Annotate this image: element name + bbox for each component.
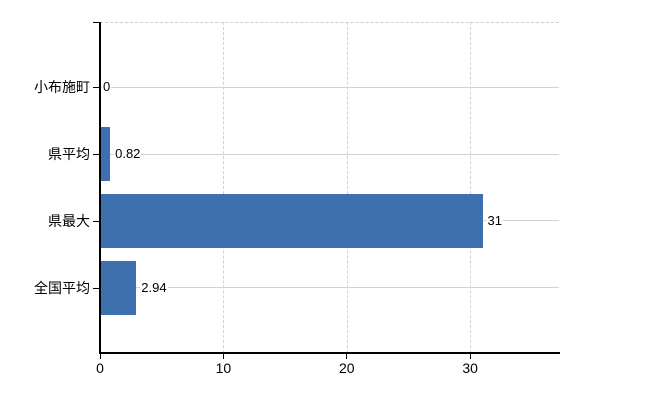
v-gridline-30 [470, 22, 472, 353]
x-tick-0 [99, 354, 101, 359]
h-gridline-0 [100, 86, 559, 88]
y-tick-0 [93, 87, 100, 89]
v-gridline-10 [223, 22, 225, 353]
category-label-1: 県平均 [48, 146, 90, 163]
category-label-3: 全国平均 [34, 279, 90, 296]
x-tick-label-0: 0 [96, 360, 104, 376]
bar-1 [100, 127, 111, 182]
h-gridline-1 [100, 153, 559, 155]
v-gridline-20 [346, 22, 348, 353]
x-tick-label-30: 30 [462, 360, 478, 376]
y-axis-top-tick [93, 22, 100, 23]
x-tick-10 [222, 354, 224, 359]
y-tick-3 [93, 287, 100, 289]
plot-top-border [100, 22, 559, 23]
y-axis [99, 22, 101, 354]
x-tick-20 [346, 354, 348, 359]
category-label-0: 小布施町 [34, 79, 90, 96]
h-gridline-3 [100, 287, 559, 289]
bar-3 [100, 260, 137, 315]
y-tick-2 [93, 220, 100, 222]
value-label-3: 2.94 [140, 279, 168, 295]
x-tick-label-20: 20 [338, 360, 355, 376]
bar-2 [100, 193, 483, 248]
value-label-2: 31 [486, 212, 503, 229]
x-tick-label-10: 10 [215, 360, 232, 376]
y-tick-1 [93, 154, 100, 156]
value-label-1: 0.82 [114, 145, 142, 162]
x-tick-30 [469, 354, 471, 359]
category-label-2: 県最大 [48, 212, 90, 229]
x-axis [99, 352, 560, 354]
value-label-0: 0 [102, 79, 112, 95]
